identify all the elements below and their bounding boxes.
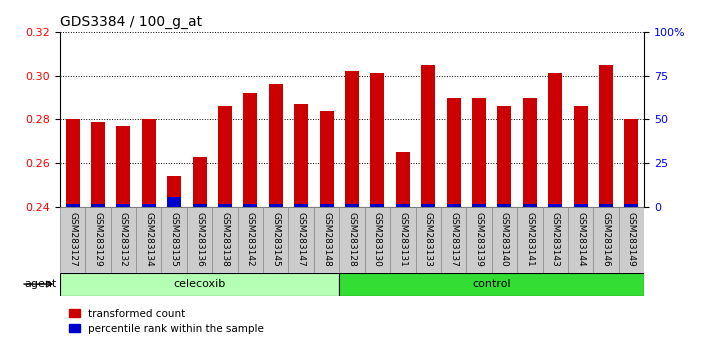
Text: agent: agent bbox=[24, 279, 56, 289]
Bar bbox=[498, 204, 511, 207]
Bar bbox=[415, 207, 441, 273]
Bar bbox=[421, 204, 435, 207]
Bar bbox=[548, 204, 562, 207]
Bar bbox=[523, 98, 537, 207]
Bar bbox=[167, 196, 181, 207]
Text: GSM283132: GSM283132 bbox=[119, 212, 128, 267]
Bar bbox=[548, 74, 562, 207]
Bar bbox=[136, 207, 161, 273]
Bar bbox=[167, 176, 181, 207]
Bar bbox=[523, 204, 537, 207]
Bar bbox=[320, 204, 334, 207]
Text: GSM283147: GSM283147 bbox=[296, 212, 306, 267]
Text: control: control bbox=[472, 279, 511, 289]
Bar bbox=[599, 65, 613, 207]
Bar bbox=[421, 65, 435, 207]
Bar bbox=[187, 207, 213, 273]
Bar bbox=[624, 120, 639, 207]
Bar bbox=[370, 204, 384, 207]
Text: GSM283127: GSM283127 bbox=[68, 212, 77, 267]
Bar bbox=[320, 111, 334, 207]
Bar bbox=[142, 120, 156, 207]
Bar bbox=[218, 204, 232, 207]
Bar bbox=[213, 207, 238, 273]
Legend: transformed count, percentile rank within the sample: transformed count, percentile rank withi… bbox=[65, 304, 268, 338]
Bar bbox=[396, 204, 410, 207]
Bar bbox=[244, 93, 258, 207]
Text: GDS3384 / 100_g_at: GDS3384 / 100_g_at bbox=[60, 16, 202, 29]
Bar bbox=[161, 207, 187, 273]
Bar bbox=[491, 207, 517, 273]
Text: GSM283130: GSM283130 bbox=[373, 212, 382, 267]
Bar bbox=[85, 207, 111, 273]
Bar bbox=[294, 104, 308, 207]
Bar bbox=[244, 204, 258, 207]
Bar bbox=[466, 207, 491, 273]
Bar bbox=[60, 273, 339, 296]
Bar bbox=[314, 207, 339, 273]
Bar bbox=[116, 126, 130, 207]
Text: celecoxib: celecoxib bbox=[173, 279, 226, 289]
Bar bbox=[111, 207, 136, 273]
Text: GSM283142: GSM283142 bbox=[246, 212, 255, 267]
Bar bbox=[472, 204, 486, 207]
Bar bbox=[446, 204, 460, 207]
Bar bbox=[294, 204, 308, 207]
Text: GSM283133: GSM283133 bbox=[424, 212, 433, 267]
Bar bbox=[574, 106, 588, 207]
Bar bbox=[91, 204, 105, 207]
Bar bbox=[624, 204, 639, 207]
Text: GSM283138: GSM283138 bbox=[220, 212, 230, 267]
Bar bbox=[142, 204, 156, 207]
Text: GSM283129: GSM283129 bbox=[94, 212, 103, 267]
Bar bbox=[472, 98, 486, 207]
Bar bbox=[218, 106, 232, 207]
Bar bbox=[599, 204, 613, 207]
Text: GSM283131: GSM283131 bbox=[398, 212, 408, 267]
Bar bbox=[65, 120, 80, 207]
Bar bbox=[269, 204, 283, 207]
Bar bbox=[593, 207, 619, 273]
Text: GSM283136: GSM283136 bbox=[195, 212, 204, 267]
Text: GSM283143: GSM283143 bbox=[551, 212, 560, 267]
Bar bbox=[365, 207, 390, 273]
Bar bbox=[91, 122, 105, 207]
Bar bbox=[441, 207, 466, 273]
Bar bbox=[498, 106, 511, 207]
Bar bbox=[619, 207, 644, 273]
Bar bbox=[116, 204, 130, 207]
Bar bbox=[60, 207, 85, 273]
Text: GSM283135: GSM283135 bbox=[170, 212, 179, 267]
Text: GSM283141: GSM283141 bbox=[525, 212, 534, 267]
Bar bbox=[238, 207, 263, 273]
Text: GSM283148: GSM283148 bbox=[322, 212, 331, 267]
Bar bbox=[543, 207, 568, 273]
Text: GSM283146: GSM283146 bbox=[601, 212, 610, 267]
Bar bbox=[269, 85, 283, 207]
Bar bbox=[193, 204, 206, 207]
Text: GSM283145: GSM283145 bbox=[271, 212, 280, 267]
Bar bbox=[568, 207, 593, 273]
Bar bbox=[370, 74, 384, 207]
Bar bbox=[574, 204, 588, 207]
Bar bbox=[345, 71, 359, 207]
Bar bbox=[65, 204, 80, 207]
Text: GSM283144: GSM283144 bbox=[576, 212, 585, 267]
Bar bbox=[339, 207, 365, 273]
Text: GSM283134: GSM283134 bbox=[144, 212, 153, 267]
Bar bbox=[446, 98, 460, 207]
Bar bbox=[339, 273, 644, 296]
Text: GSM283128: GSM283128 bbox=[348, 212, 356, 267]
Bar bbox=[345, 204, 359, 207]
Text: GSM283149: GSM283149 bbox=[627, 212, 636, 267]
Bar bbox=[390, 207, 415, 273]
Bar bbox=[517, 207, 543, 273]
Text: GSM283137: GSM283137 bbox=[449, 212, 458, 267]
Bar bbox=[263, 207, 289, 273]
Bar bbox=[193, 157, 206, 207]
Text: GSM283139: GSM283139 bbox=[474, 212, 484, 267]
Text: GSM283140: GSM283140 bbox=[500, 212, 509, 267]
Bar bbox=[396, 152, 410, 207]
Bar bbox=[289, 207, 314, 273]
